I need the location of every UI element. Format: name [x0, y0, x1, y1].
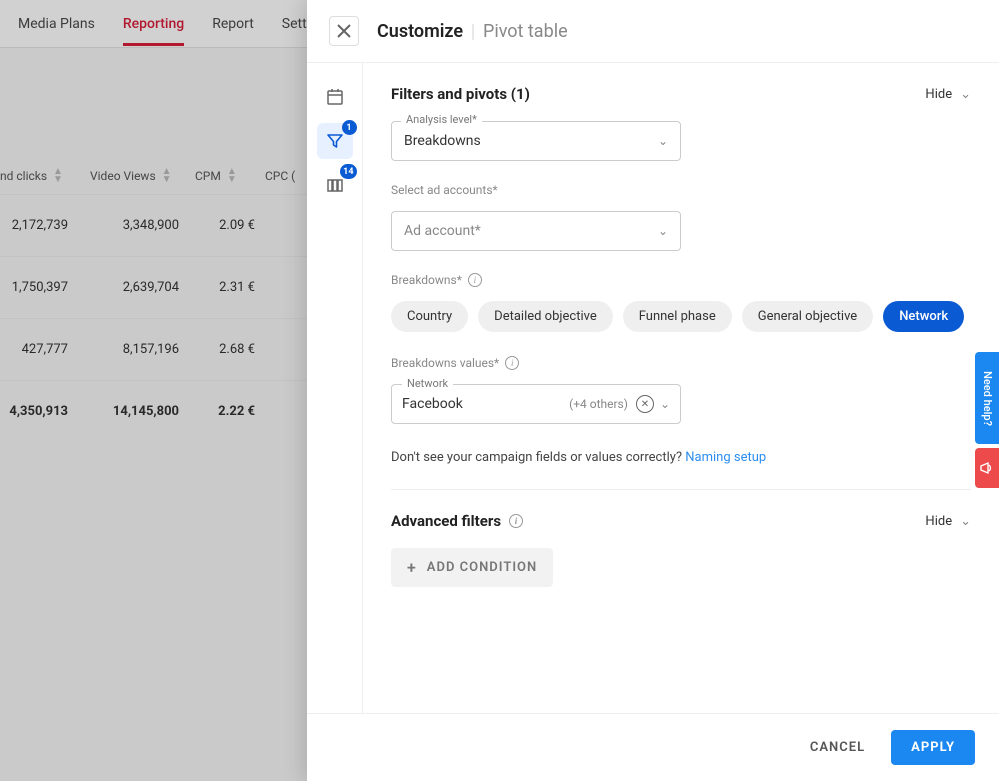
breakdowns-values-others: (+4 others)	[569, 397, 628, 411]
section-divider	[391, 489, 971, 490]
filters-panel: Filters and pivots (1) Hide ⌄ Analysis l…	[363, 63, 999, 713]
chevron-down-icon: ⌄	[960, 87, 971, 102]
drawer-side-rail: 1 14	[307, 63, 363, 713]
chip-country[interactable]: Country	[391, 301, 468, 332]
rail-filter-button[interactable]: 1	[317, 123, 353, 159]
breakdowns-values-value: Facebook	[402, 396, 463, 412]
drawer-subtitle: Pivot table	[483, 21, 568, 42]
advanced-hide-toggle[interactable]: Hide ⌄	[925, 514, 971, 529]
feedback-tab[interactable]	[975, 448, 999, 488]
calendar-icon	[326, 88, 344, 106]
chevron-down-icon: ⌄	[660, 397, 670, 411]
breakdowns-label: Breakdowns*	[391, 273, 462, 287]
filters-section-title: Filters and pivots (1)	[391, 85, 530, 103]
ad-account-select[interactable]: Ad account* ⌄	[391, 211, 681, 251]
breakdowns-values-select[interactable]: Network Facebook (+4 others) ✕ ⌄	[391, 384, 681, 424]
drawer-title: Customize	[377, 21, 463, 42]
close-icon	[337, 24, 351, 38]
plus-icon: +	[407, 558, 417, 577]
analysis-level-label: Analysis level*	[401, 113, 482, 126]
info-icon[interactable]: i	[468, 273, 482, 287]
chip-detailed-objective[interactable]: Detailed objective	[478, 301, 613, 332]
select-ad-accounts-label: Select ad accounts*	[391, 183, 971, 197]
title-divider: |	[471, 21, 475, 42]
filters-hide-toggle[interactable]: Hide ⌄	[925, 87, 971, 102]
ad-account-placeholder: Ad account*	[404, 223, 481, 239]
close-button[interactable]	[329, 16, 359, 46]
chip-funnel-phase[interactable]: Funnel phase	[623, 301, 732, 332]
breakdowns-values-field-label: Network	[402, 377, 453, 390]
advanced-filters-title: Advanced filters	[391, 512, 501, 530]
drawer-footer: CANCEL APPLY	[307, 713, 999, 781]
customize-drawer: Customize | Pivot table 1 14 Filters and…	[307, 0, 999, 781]
chevron-down-icon: ⌄	[658, 134, 668, 148]
need-help-tab[interactable]: Need help?	[975, 352, 999, 444]
cancel-button[interactable]: CANCEL	[798, 730, 877, 765]
columns-badge: 14	[340, 164, 356, 179]
chip-general-objective[interactable]: General objective	[742, 301, 873, 332]
rail-calendar-button[interactable]	[317, 79, 353, 115]
clear-icon[interactable]: ✕	[636, 395, 654, 413]
breakdowns-values-label: Breakdowns values*	[391, 356, 499, 370]
rail-columns-button[interactable]: 14	[317, 167, 353, 203]
naming-setup-link[interactable]: Naming setup	[685, 450, 766, 465]
filter-icon	[326, 132, 344, 150]
info-icon[interactable]: i	[505, 356, 519, 370]
analysis-level-select[interactable]: Breakdowns ⌄	[391, 121, 681, 161]
chevron-down-icon: ⌄	[960, 514, 971, 529]
info-icon[interactable]: i	[509, 514, 523, 528]
breakdowns-chips: Country Detailed objective Funnel phase …	[391, 301, 971, 332]
megaphone-icon	[979, 460, 995, 476]
chip-network[interactable]: Network	[883, 301, 964, 332]
chevron-down-icon: ⌄	[658, 224, 668, 238]
helper-text: Don't see your campaign fields or values…	[391, 450, 971, 465]
columns-icon	[326, 176, 344, 194]
apply-button[interactable]: APPLY	[891, 730, 975, 765]
drawer-header: Customize | Pivot table	[307, 0, 999, 63]
filter-badge: 1	[342, 120, 357, 135]
analysis-level-value: Breakdowns	[404, 133, 481, 149]
add-condition-button[interactable]: + ADD CONDITION	[391, 548, 553, 587]
